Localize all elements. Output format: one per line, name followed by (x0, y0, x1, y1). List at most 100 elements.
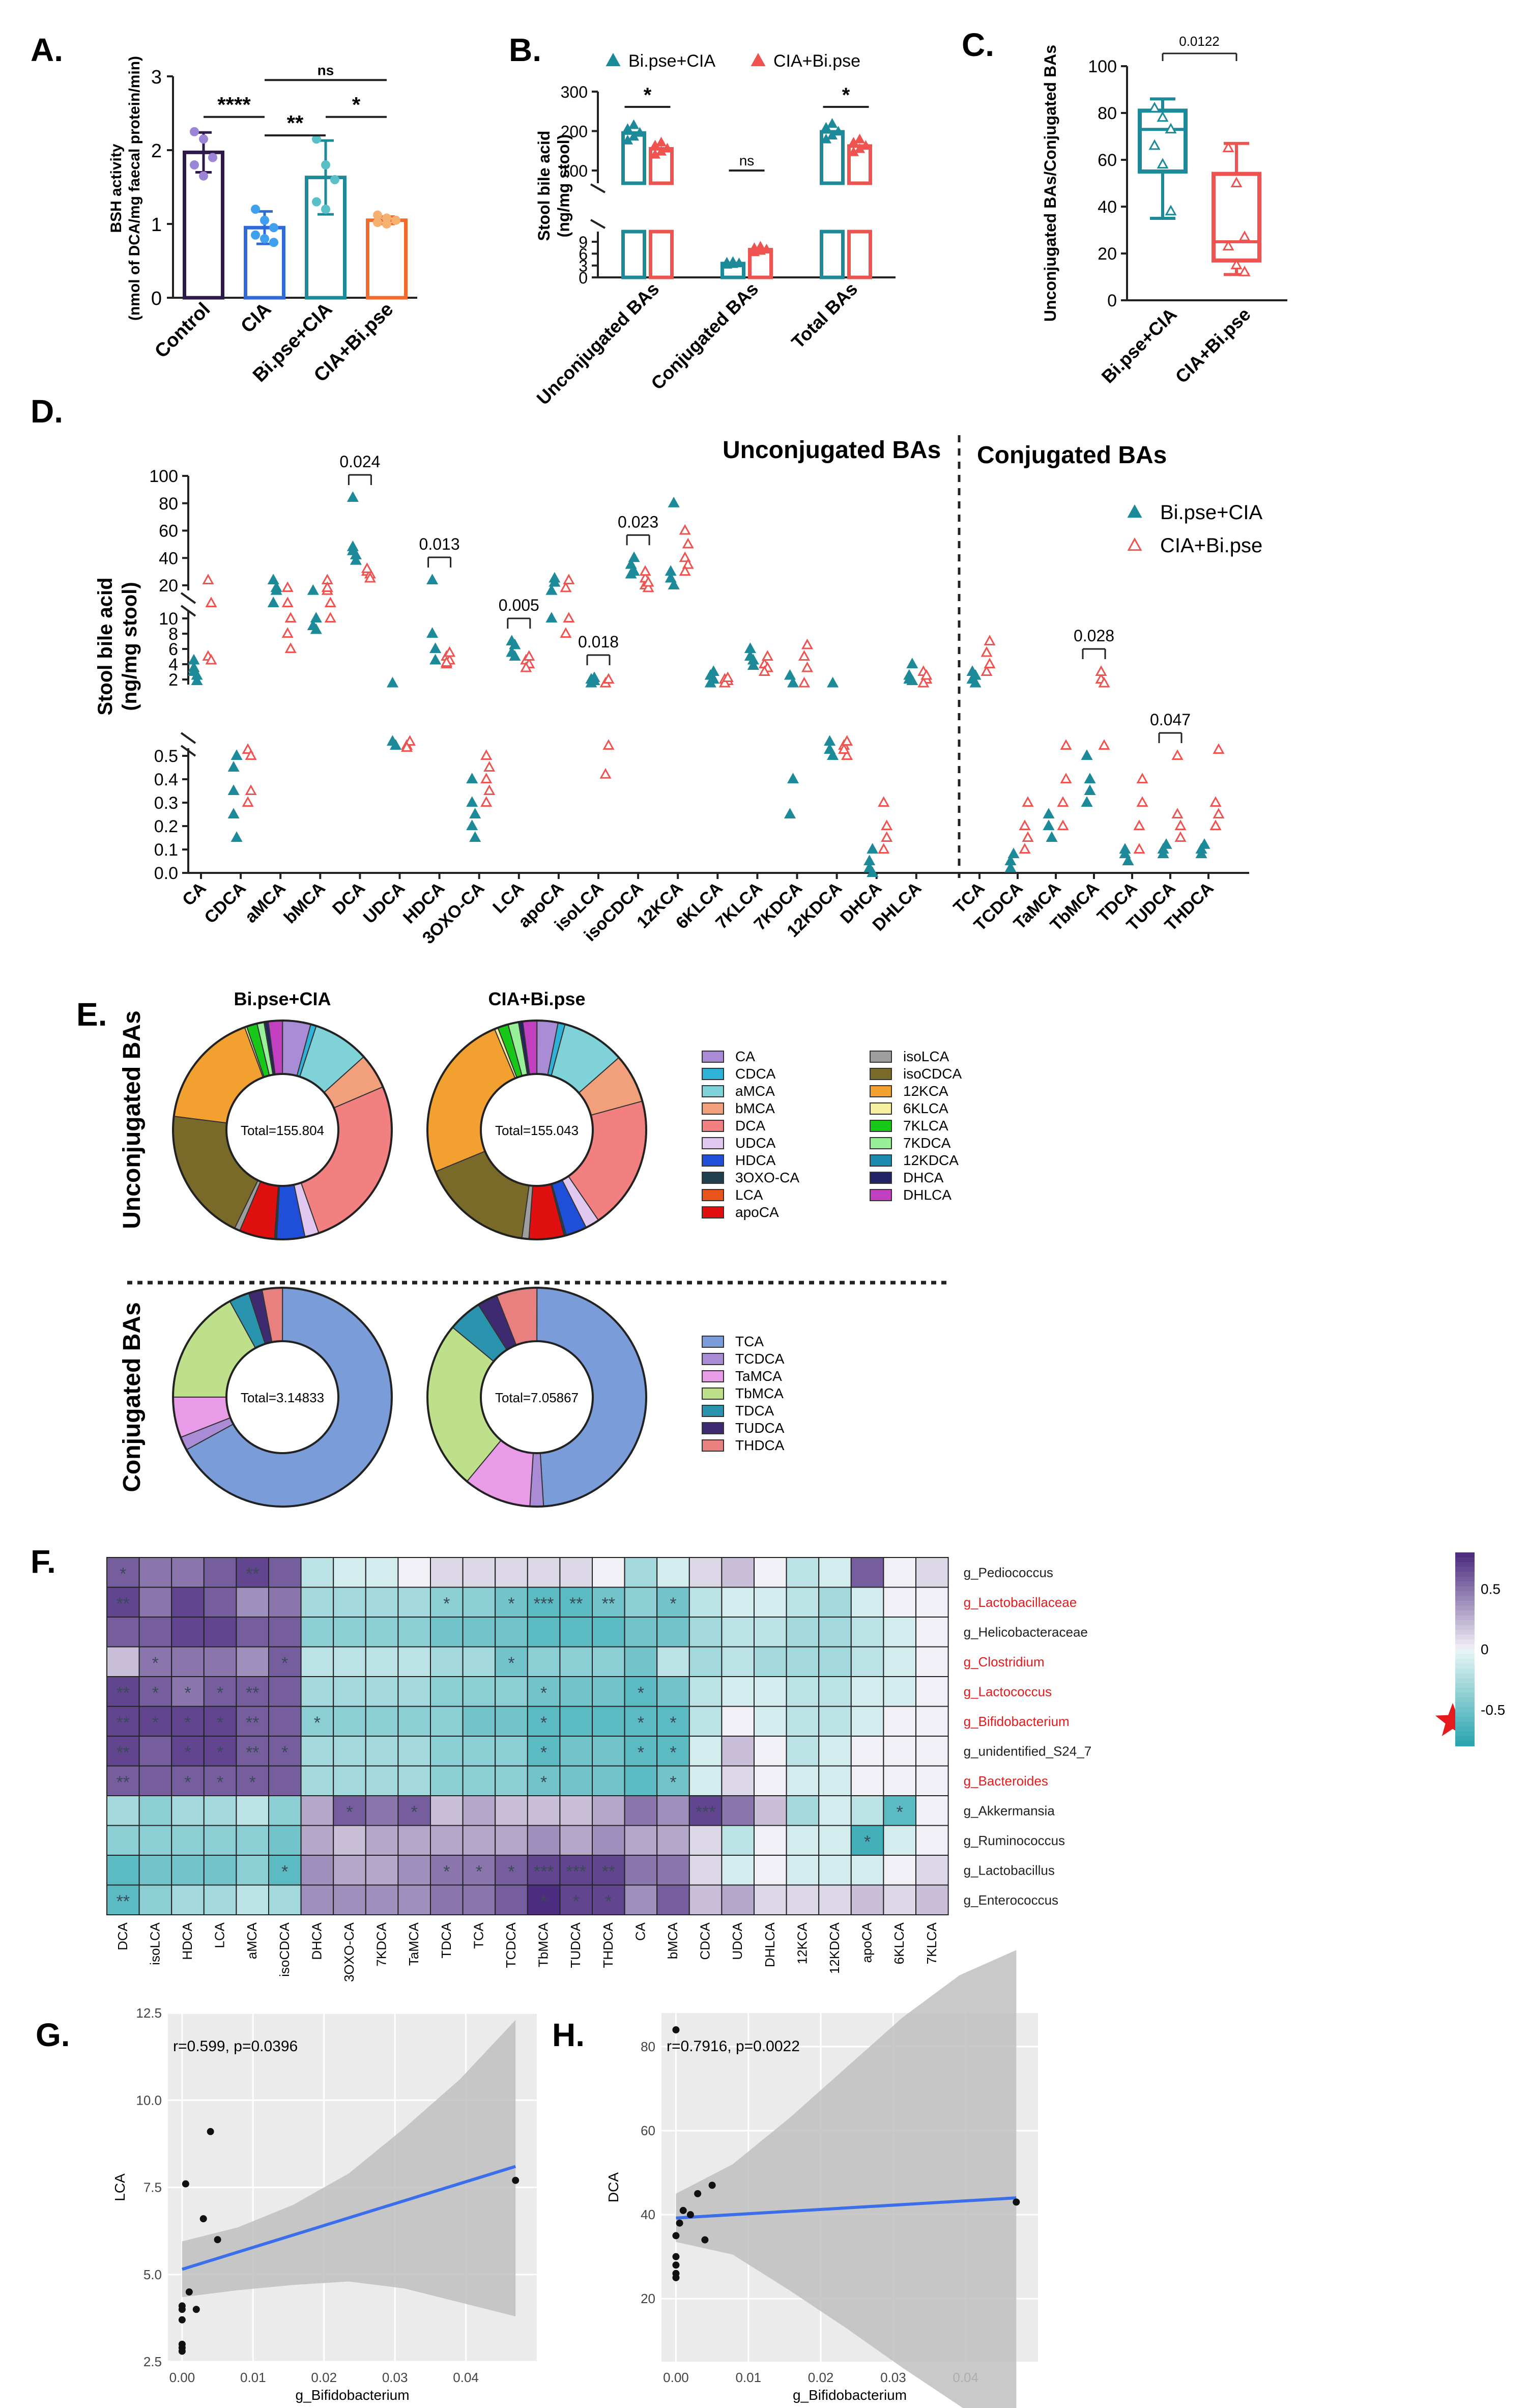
h-point (701, 2236, 709, 2244)
f-star-mark: * (152, 1683, 159, 1703)
h-point (694, 2190, 702, 2197)
f-col-label: TDCA (439, 1922, 454, 1958)
b-legend-marker-2 (751, 52, 766, 67)
f-cell (268, 1765, 302, 1796)
f-cell (883, 1676, 917, 1707)
d-point-g1 (1007, 847, 1020, 859)
f-cell (527, 1825, 561, 1856)
f-cell (300, 1676, 334, 1707)
f-cell (365, 1617, 399, 1648)
f-cell (300, 1587, 334, 1618)
d-point-g2 (284, 642, 297, 653)
f-cell (786, 1557, 820, 1588)
d-point-g1 (585, 676, 597, 688)
d-point-g1 (545, 584, 558, 595)
f-cell (268, 1855, 302, 1886)
e-legend-label-conj: TCDCA (735, 1351, 785, 1367)
e-legend-swatch (870, 1068, 892, 1080)
f-cell (397, 1825, 431, 1856)
d-legend-marker-1 (1127, 504, 1142, 518)
f-cell (883, 1587, 917, 1618)
g-ytick-label: 2.5 (143, 2354, 162, 2369)
f-cell (171, 1676, 205, 1707)
d-point-g1 (466, 796, 478, 807)
e-legend-swatch (870, 1120, 892, 1132)
f-cell (236, 1795, 269, 1826)
f-colorbar-seg (1455, 1605, 1475, 1611)
d-legend-label-2: CIA+Bi.pse (1160, 534, 1262, 557)
e-legend-label: LCA (735, 1187, 763, 1203)
f-cell (559, 1646, 593, 1677)
e-donut-conj-1-outer (172, 1287, 393, 1508)
d-point-g2 (205, 597, 217, 607)
f-star-mark: * (864, 1832, 871, 1852)
f-col-label: CA (632, 1922, 648, 1941)
e-legend-swatch (702, 1120, 724, 1132)
c-xtick-label: CIA+Bi.pse (1171, 304, 1255, 387)
e-legend-swatch (870, 1137, 892, 1149)
c-ytick-label: 100 (1088, 57, 1117, 76)
f-cell (656, 1884, 690, 1915)
f-col-label: DCA (115, 1922, 130, 1950)
e-legend-swatch-conj (702, 1353, 724, 1365)
f-cell (883, 1825, 917, 1856)
panel-e: Bi.pse+CIA CIA+Bi.pse Total=155.804 Total=1… (119, 988, 962, 1508)
e-legend-label-conj: TUDCA (735, 1420, 785, 1436)
d-legend-marker-2 (1127, 537, 1142, 551)
h-fit-line (676, 2196, 1017, 2220)
d-pvalue: 0.023 (618, 513, 658, 531)
f-colorbar-seg (1455, 1683, 1475, 1688)
f-colorbar-seg (1455, 1620, 1475, 1626)
f-cell (365, 1884, 399, 1915)
a-point (321, 160, 330, 169)
f-cell (106, 1795, 140, 1826)
d-point-g2 (682, 537, 694, 549)
f-colorbar-seg (1455, 1673, 1475, 1679)
h-ytick-label: 80 (641, 2039, 655, 2054)
f-cell (754, 1706, 787, 1737)
f-cell (333, 1587, 366, 1618)
h-ci-band (676, 1950, 1017, 2408)
f-cell (559, 1587, 593, 1618)
f-cell (656, 1676, 690, 1707)
h-point (672, 2026, 680, 2034)
e-total-conj-2: Total=7.05867 (495, 1390, 579, 1405)
e-legend-swatch (870, 1189, 892, 1201)
a-point (208, 153, 217, 162)
f-row-label: g_Bifidobacterium (964, 1714, 1070, 1729)
f-cell (850, 1855, 884, 1886)
d-point-g2 (984, 658, 996, 668)
b-point (727, 256, 739, 266)
d-point-g1 (347, 491, 359, 502)
a-ytick-label: 1 (151, 214, 162, 236)
d-point-g1 (827, 749, 839, 760)
f-cell (365, 1557, 399, 1588)
h-xtick-label: 0.01 (735, 2370, 761, 2385)
a-point (330, 175, 339, 184)
f-colorbar-seg (1455, 1726, 1475, 1732)
f-cell (365, 1825, 399, 1856)
f-star-mark: ** (117, 1743, 130, 1762)
d-point-g2 (841, 735, 853, 746)
f-cell (495, 1676, 528, 1707)
f-cell (495, 1884, 528, 1915)
f-cell (786, 1855, 820, 1886)
f-cell (721, 1736, 755, 1767)
f-cell (721, 1765, 755, 1796)
d-ytick-label: 0.2 (154, 817, 178, 836)
g-xtick-label: 0.03 (382, 2370, 408, 2385)
d-point-g1 (665, 572, 677, 583)
f-star-mark: ** (117, 1892, 130, 1911)
f-cell (754, 1855, 787, 1886)
e-donut-conj-2-outer (426, 1287, 647, 1508)
f-cell (430, 1765, 464, 1796)
f-cell (462, 1617, 496, 1648)
f-cell (236, 1706, 269, 1737)
f-cell (624, 1646, 658, 1677)
f-star-mark: * (217, 1743, 223, 1762)
g-point (199, 2215, 207, 2223)
g-point (192, 2306, 200, 2313)
f-cell (915, 1765, 949, 1796)
f-cell (688, 1646, 723, 1677)
f-cell (236, 1646, 269, 1677)
